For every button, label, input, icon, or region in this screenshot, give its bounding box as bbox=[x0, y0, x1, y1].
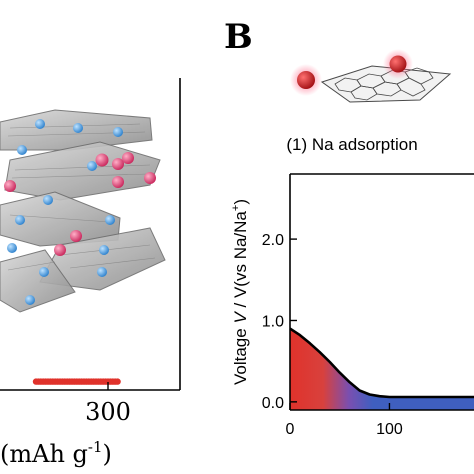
graphene-adsorption-illustration bbox=[290, 49, 452, 103]
panel-b-y-tick-label: 0.0 bbox=[262, 395, 284, 412]
panel-a-data-markers bbox=[32, 378, 121, 385]
sodium-ion-pink bbox=[95, 153, 109, 167]
sodium-ion-blue bbox=[73, 123, 83, 133]
graphene-sheet bbox=[320, 65, 452, 103]
panel-a-data-point bbox=[114, 378, 121, 385]
sodium-ion-blue bbox=[17, 145, 27, 155]
sodium-ion-blue bbox=[35, 119, 45, 129]
carbon-sheet bbox=[0, 249, 76, 313]
voltage-area-fill bbox=[290, 328, 474, 410]
sodium-ion-pink bbox=[70, 230, 82, 242]
sodium-ion-blue bbox=[39, 267, 49, 277]
panel-b-x-tick-label: 100 bbox=[376, 421, 403, 438]
panel-a: 300 (mAh g-1) bbox=[0, 78, 181, 468]
panel-b-letter: B bbox=[224, 17, 253, 57]
panel-a-x-axis-label: (mAh g-1) bbox=[0, 438, 112, 468]
adsorbed-atom bbox=[389, 55, 407, 73]
sodium-ion-pink bbox=[144, 172, 156, 184]
panel-b-caption: (1) Na adsorption bbox=[286, 135, 417, 154]
panel-b-x-tick-label: 0 bbox=[286, 421, 295, 438]
panel-b-x-ticks: 0 100 bbox=[286, 403, 403, 438]
sodium-ion-blue bbox=[113, 127, 123, 137]
sodium-ion-blue bbox=[105, 215, 115, 225]
panel-b-y-tick-label: 1.0 bbox=[262, 313, 284, 330]
sodium-ion-pink bbox=[122, 152, 134, 164]
panel-b: B (1) Na adsorption bbox=[224, 17, 474, 438]
panel-a-x-tick-label-300: 300 bbox=[85, 398, 131, 426]
adsorbed-atom bbox=[297, 71, 315, 89]
sodium-ion-pink bbox=[4, 180, 16, 192]
voltage-curve bbox=[289, 327, 474, 399]
layered-carbon-illustration bbox=[0, 109, 166, 313]
panel-b-y-axis-label: Voltage V / V(vs Na/Na+) bbox=[230, 199, 250, 385]
panel-b-plot bbox=[289, 327, 474, 410]
sodium-ion-pink bbox=[112, 158, 124, 170]
carbon-sheet bbox=[4, 141, 161, 201]
panel-b-y-tick-label: 2.0 bbox=[262, 232, 284, 249]
sodium-ion-blue bbox=[25, 295, 35, 305]
sodium-ion-blue bbox=[15, 215, 25, 225]
sodium-ion-blue bbox=[97, 267, 107, 277]
sodium-ion-pink bbox=[112, 176, 124, 188]
sodium-ion-pink bbox=[54, 244, 66, 256]
sodium-ion-blue bbox=[7, 243, 17, 253]
panel-b-y-ticks: 0.0 1.0 2.0 bbox=[262, 232, 297, 412]
sodium-ion-blue bbox=[99, 245, 109, 255]
sodium-ion-blue bbox=[43, 195, 53, 205]
sodium-ion-blue bbox=[87, 161, 97, 171]
graphene-lattice bbox=[334, 67, 434, 101]
